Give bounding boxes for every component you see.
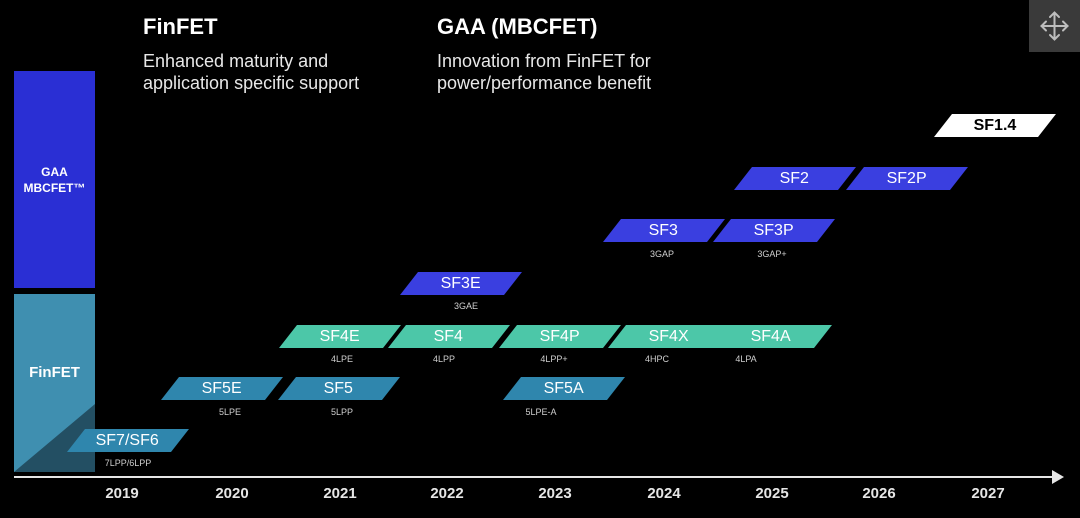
node-sf2p: SF2P	[846, 167, 968, 190]
expand-button[interactable]	[1029, 0, 1080, 52]
node-sf1-4: SF1.4	[934, 114, 1056, 137]
finfet-heading: FinFET	[143, 14, 218, 39]
node-sf4p-sub: 4LPP+	[540, 354, 568, 364]
year-2020: 2020	[215, 485, 249, 502]
node-sf5-sub: 5LPP	[330, 407, 354, 417]
node-sf4-sub: 4LPP	[432, 354, 456, 364]
timeline-axis	[14, 476, 1056, 478]
gaa-category-bar: GAA MBCFET™	[14, 71, 95, 288]
node-sf3p: SF3P	[713, 219, 835, 242]
finfet-category-label: FinFET	[29, 364, 80, 381]
gaa-description: Innovation from FinFET for power/perform…	[437, 51, 652, 93]
finfet-category-bar: FinFET	[14, 294, 95, 472]
finfet-bar-shading	[14, 404, 95, 472]
expand-arrows-icon	[1040, 11, 1069, 41]
year-2022: 2022	[430, 485, 464, 502]
year-2024: 2024	[647, 485, 681, 502]
node-sf3: SF3	[603, 219, 725, 242]
year-2026: 2026	[862, 485, 896, 502]
node-sf3e-sub: 3GAE	[453, 301, 479, 311]
gaa-category-label-line1: GAA	[41, 164, 68, 179]
node-sf7-sf6: SF7/SF6	[67, 429, 189, 452]
node-sf5: SF5	[278, 377, 400, 400]
node-sf4a: SF4A	[710, 325, 832, 348]
year-2025: 2025	[755, 485, 789, 502]
gaa-category-label-line2: MBCFET™	[23, 180, 86, 195]
node-sf4x-sub: 4HPC	[644, 354, 670, 364]
node-sf3p-sub: 3GAP+	[757, 249, 787, 259]
finfet-description: Enhanced maturity and application specif…	[143, 51, 360, 93]
node-sf3e: SF3E	[400, 272, 522, 295]
node-sf2: SF2	[734, 167, 856, 190]
node-sf4p: SF4P	[499, 325, 621, 348]
node-sf5a-sub: 5LPE-A	[525, 407, 557, 417]
node-sf7-sf6-sub: 7LPP/6LPP	[104, 458, 152, 468]
node-sf5e-sub: 5LPE	[218, 407, 242, 417]
year-2021: 2021	[323, 485, 357, 502]
node-sf4a-sub: 4LPA	[735, 354, 757, 364]
year-2019: 2019	[105, 485, 139, 502]
gaa-heading: GAA (MBCFET)	[437, 14, 598, 39]
year-2027: 2027	[971, 485, 1005, 502]
node-sf4: SF4	[388, 325, 510, 348]
year-2023: 2023	[538, 485, 572, 502]
node-sf5e: SF5E	[161, 377, 283, 400]
node-sf3-sub: 3GAP	[649, 249, 675, 259]
node-sf5a: SF5A	[503, 377, 625, 400]
node-sf4e: SF4E	[279, 325, 401, 348]
node-sf4e-sub: 4LPE	[330, 354, 354, 364]
timeline-arrow-icon	[1052, 470, 1064, 484]
